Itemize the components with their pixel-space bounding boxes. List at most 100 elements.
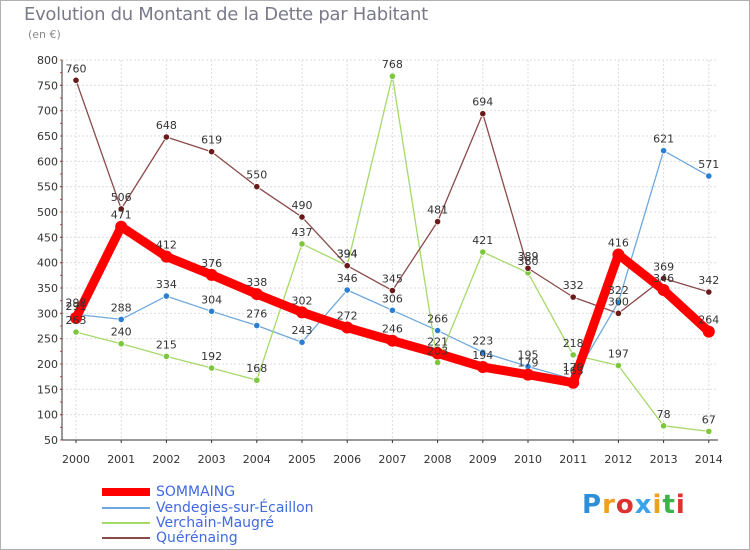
data-point-2 bbox=[298, 240, 306, 248]
x-tick-label: 2006 bbox=[333, 453, 361, 466]
data-label: 163 bbox=[563, 365, 584, 378]
data-label: 648 bbox=[156, 119, 177, 132]
data-point-0 bbox=[567, 376, 580, 389]
legend-swatch-sommaing bbox=[102, 488, 150, 496]
data-point-3 bbox=[162, 133, 170, 141]
legend-item-sommaing: SOMMAING bbox=[102, 484, 235, 500]
x-tick-label: 2010 bbox=[514, 453, 542, 466]
data-point-3 bbox=[479, 110, 487, 118]
data-label: 246 bbox=[382, 323, 403, 336]
data-point-1 bbox=[433, 326, 442, 335]
data-label: 394 bbox=[337, 248, 358, 261]
legend-item-querenaing: Quérénaing bbox=[102, 530, 238, 546]
data-label: 288 bbox=[111, 301, 132, 314]
logo-letter: o bbox=[615, 490, 635, 520]
data-label: 215 bbox=[156, 338, 177, 351]
chart-subtitle: (en €) bbox=[28, 28, 61, 41]
data-point-2 bbox=[388, 72, 396, 80]
data-point-3 bbox=[705, 288, 713, 296]
data-label: 394 bbox=[337, 248, 358, 261]
legend-label-sommaing: SOMMAING bbox=[156, 484, 236, 500]
data-point-1 bbox=[614, 298, 623, 306]
y-tick-label: 800 bbox=[37, 54, 58, 67]
data-label: 332 bbox=[563, 279, 584, 292]
data-point-2 bbox=[569, 351, 577, 359]
data-point-0 bbox=[341, 321, 354, 334]
data-point-2 bbox=[659, 422, 668, 430]
data-point-3 bbox=[569, 293, 577, 301]
data-point-3 bbox=[614, 309, 623, 317]
data-label: 322 bbox=[608, 284, 629, 297]
data-label: 694 bbox=[472, 96, 493, 109]
chart-title: Evolution du Montant de la Dette par Hab… bbox=[24, 4, 428, 25]
data-label: 298 bbox=[66, 296, 87, 309]
logo-letter: i bbox=[675, 490, 686, 520]
data-label: 389 bbox=[518, 250, 539, 263]
legend-swatch-verchain bbox=[102, 522, 150, 524]
data-label: 481 bbox=[427, 204, 448, 217]
data-label: 179 bbox=[518, 357, 539, 370]
proxiti-logo: Proxiti bbox=[582, 490, 686, 520]
data-point-1 bbox=[659, 147, 668, 155]
data-point-0 bbox=[160, 250, 173, 263]
data-label: 276 bbox=[246, 307, 267, 320]
data-label: 550 bbox=[246, 169, 267, 182]
data-point-0 bbox=[250, 288, 263, 301]
y-tick-label: 250 bbox=[37, 333, 58, 346]
data-label: 490 bbox=[292, 199, 313, 212]
x-tick-label: 2003 bbox=[198, 453, 226, 466]
data-label: 380 bbox=[518, 255, 539, 268]
data-label: 306 bbox=[382, 292, 403, 305]
data-label: 78 bbox=[657, 408, 671, 421]
data-point-2 bbox=[208, 364, 216, 372]
logo-letter: x bbox=[634, 490, 653, 520]
data-point-1 bbox=[343, 286, 351, 294]
data-point-0 bbox=[70, 311, 82, 324]
data-label: 346 bbox=[337, 272, 358, 285]
data-point-0 bbox=[431, 347, 444, 360]
data-label: 272 bbox=[337, 310, 358, 323]
x-tick-label: 2004 bbox=[243, 453, 271, 466]
data-label: 376 bbox=[201, 257, 222, 270]
x-tick-label: 2012 bbox=[604, 453, 632, 466]
data-label: 471 bbox=[111, 209, 132, 222]
x-tick-label: 2008 bbox=[424, 453, 452, 466]
x-tick-label: 2011 bbox=[559, 453, 587, 466]
y-tick-label: 300 bbox=[37, 307, 58, 320]
data-point-3 bbox=[659, 274, 668, 282]
x-tick-label: 2014 bbox=[695, 453, 723, 466]
data-point-3 bbox=[388, 286, 396, 295]
data-label: 170 bbox=[563, 361, 584, 374]
data-point-1 bbox=[298, 338, 306, 346]
data-point-0 bbox=[476, 361, 489, 374]
data-label: 264 bbox=[698, 314, 719, 327]
data-label: 221 bbox=[427, 335, 448, 348]
data-point-3 bbox=[253, 183, 261, 191]
legend-swatch-querenaing bbox=[102, 537, 150, 539]
data-point-3 bbox=[117, 205, 125, 213]
data-point-3 bbox=[524, 264, 532, 272]
data-point-1 bbox=[208, 307, 216, 315]
logo-letter: P bbox=[582, 490, 603, 520]
x-tick-label: 2002 bbox=[152, 453, 180, 466]
legend-swatch-vendegies bbox=[102, 507, 150, 509]
legend-item-verchain: Verchain-Maugré bbox=[102, 515, 274, 531]
y-tick-label: 450 bbox=[37, 231, 58, 244]
data-label: 223 bbox=[472, 334, 493, 347]
data-point-0 bbox=[702, 325, 715, 338]
data-label: 218 bbox=[563, 337, 584, 350]
y-tick-label: 750 bbox=[37, 79, 58, 92]
data-point-0 bbox=[522, 368, 534, 381]
data-point-2 bbox=[72, 328, 80, 336]
data-label: 412 bbox=[156, 239, 177, 252]
data-label: 416 bbox=[608, 237, 629, 250]
y-tick-label: 100 bbox=[37, 409, 58, 422]
plot-area bbox=[62, 60, 718, 440]
data-label: 621 bbox=[653, 133, 674, 146]
data-label: 342 bbox=[698, 274, 719, 287]
legend-label-vendegies: Vendegies-sur-Écaillon bbox=[156, 500, 314, 516]
data-label: 437 bbox=[292, 226, 313, 239]
data-label: 768 bbox=[382, 58, 403, 71]
y-tick-label: 200 bbox=[37, 358, 58, 371]
data-point-1 bbox=[479, 348, 487, 356]
